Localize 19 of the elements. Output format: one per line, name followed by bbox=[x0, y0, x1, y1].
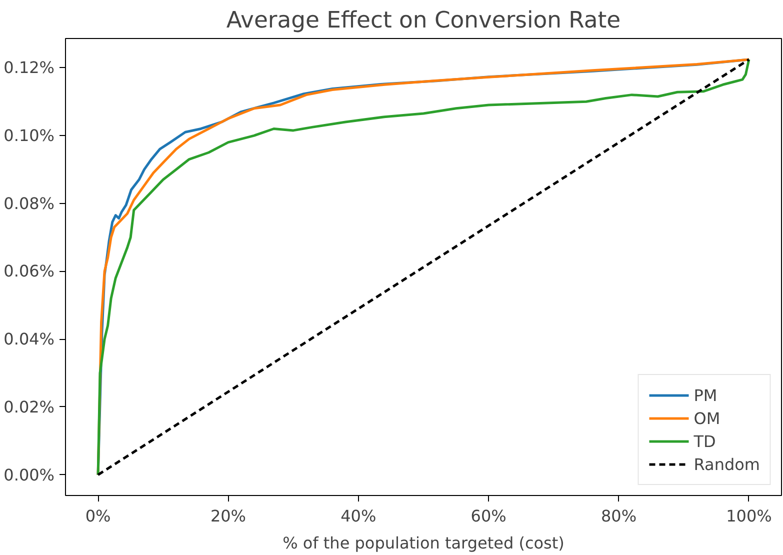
x-tick-label: 40% bbox=[340, 506, 376, 526]
y-tick-label: 0.02% bbox=[4, 397, 54, 416]
x-tick-label: 0% bbox=[85, 506, 111, 526]
x-tick-label: 80% bbox=[600, 506, 637, 526]
y-tick-label: 0.10% bbox=[4, 126, 54, 146]
y-tick-label: 0.04% bbox=[4, 330, 54, 349]
y-tick-label: 0.00% bbox=[4, 465, 54, 484]
y-tick-label: 0.08% bbox=[4, 194, 54, 213]
legend-label: OM bbox=[694, 408, 720, 428]
y-tick-label: 0.06% bbox=[4, 262, 54, 281]
x-tick-label: 60% bbox=[470, 506, 506, 526]
legend-label: PM bbox=[694, 386, 718, 404]
legend-label: TD bbox=[694, 432, 716, 450]
x-tick-label: 100% bbox=[726, 506, 772, 526]
x-axis-title: % of the population targeted (cost) bbox=[282, 534, 564, 552]
x-tick-label: 20% bbox=[210, 506, 246, 526]
legend-label: Random bbox=[694, 454, 760, 474]
y-tick-label: 0.12% bbox=[4, 58, 54, 78]
chart-title: Average Effect on Conversion Rate bbox=[226, 8, 621, 34]
